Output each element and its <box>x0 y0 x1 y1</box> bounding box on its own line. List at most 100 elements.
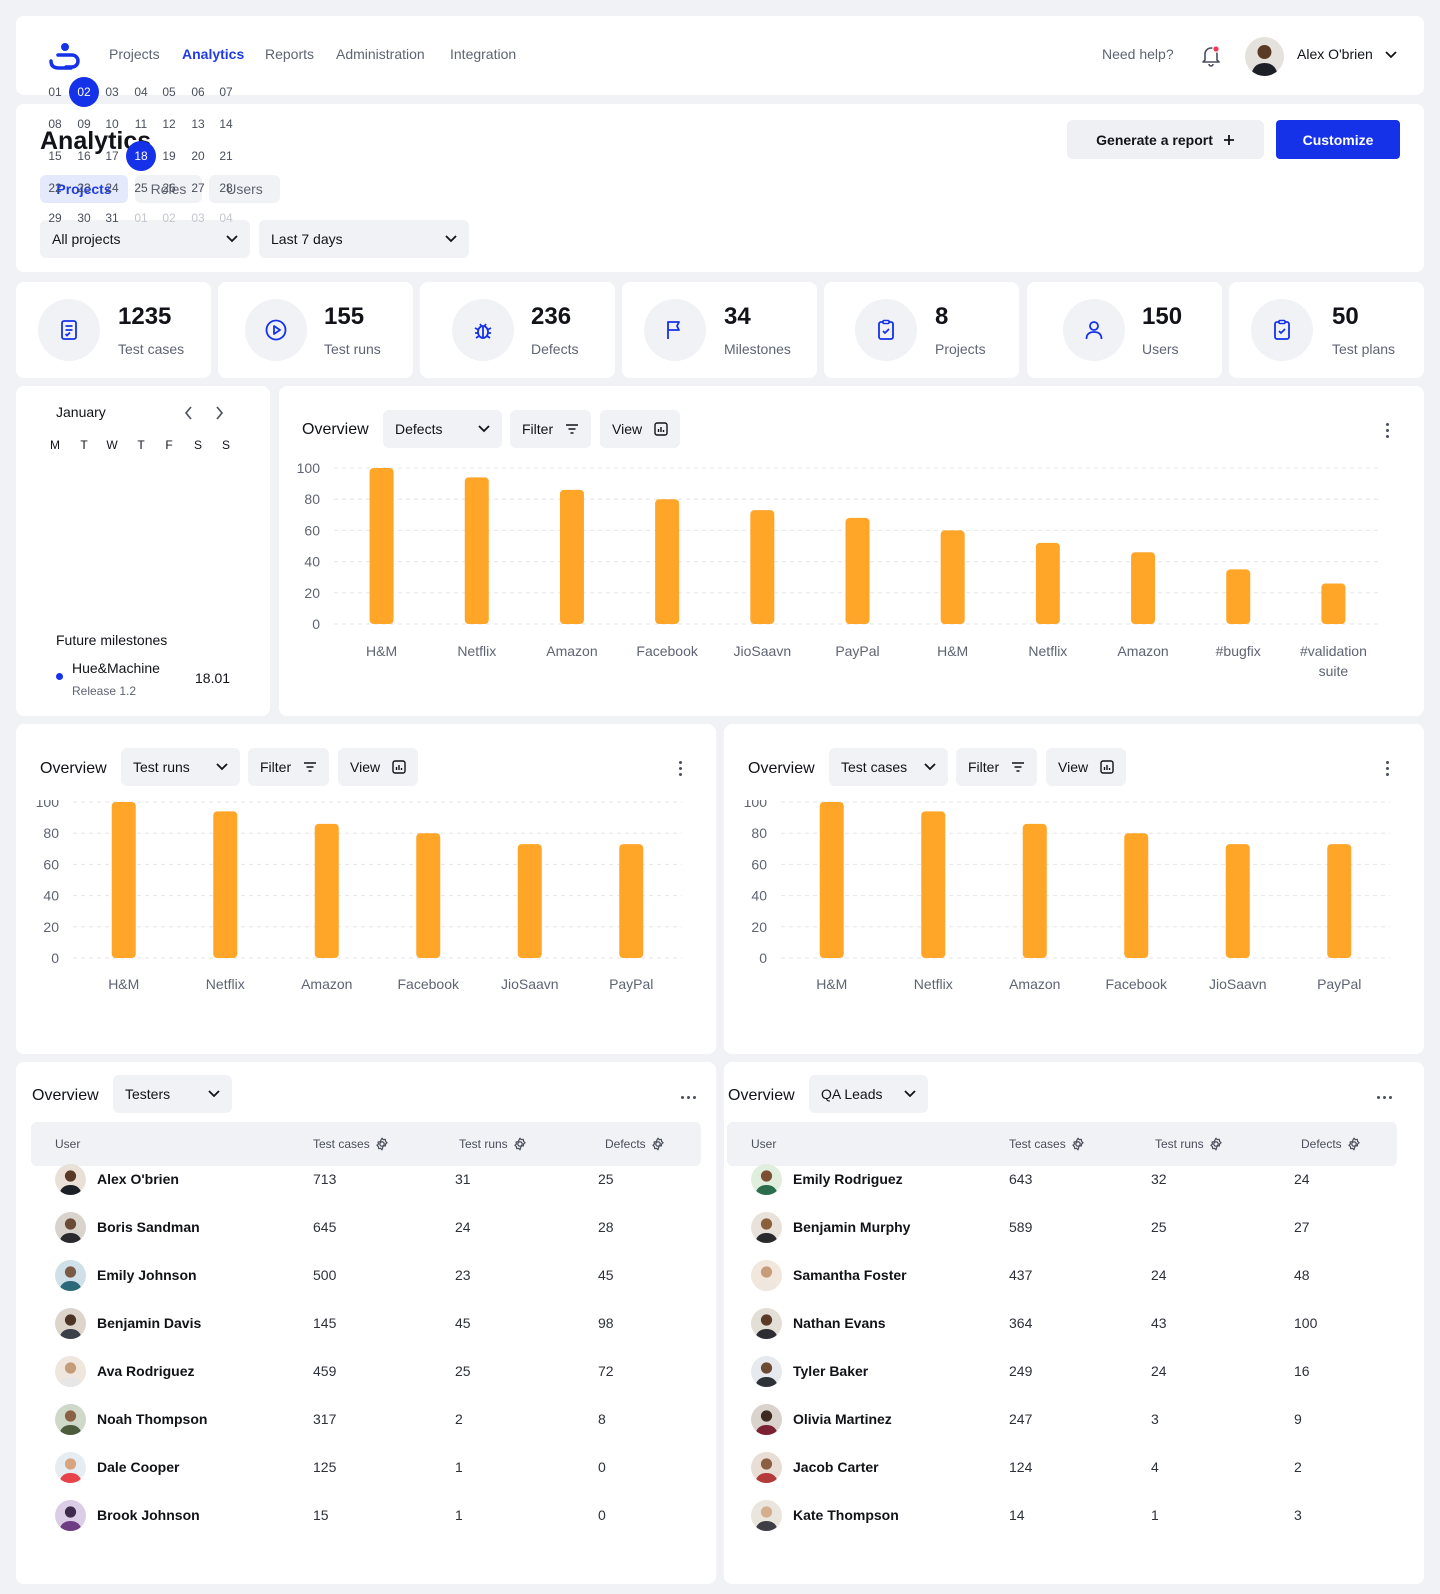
settings-icon[interactable] <box>1071 1137 1085 1151</box>
bar[interactable] <box>416 833 441 958</box>
calendar-day[interactable]: 01 <box>134 211 148 225</box>
more-options-icon[interactable] <box>1379 418 1395 442</box>
bar[interactable] <box>1035 542 1060 624</box>
stat-card-projects[interactable]: 8 Projects <box>824 282 1019 378</box>
calendar-day[interactable]: 08 <box>48 117 62 131</box>
calendar-day[interactable]: 25 <box>134 181 148 195</box>
user-avatar[interactable] <box>1245 37 1284 76</box>
nav-projects[interactable]: Projects <box>109 46 160 62</box>
view-button[interactable]: View <box>1046 748 1126 786</box>
calendar-day[interactable]: 04 <box>134 85 148 99</box>
bell-icon[interactable] <box>1201 45 1221 67</box>
defects-selector[interactable]: Defects <box>383 410 502 448</box>
calendar-day[interactable]: 13 <box>191 117 205 131</box>
calendar-day[interactable]: 19 <box>162 149 176 163</box>
table-row[interactable]: Samantha Foster 437 24 48 <box>751 1252 1397 1299</box>
bar[interactable] <box>619 844 644 958</box>
table-row[interactable]: Alex O'brien 713 31 25 <box>55 1156 701 1203</box>
calendar-day[interactable]: 02 <box>162 211 176 225</box>
calendar-day[interactable]: 02 <box>69 77 99 107</box>
table-row[interactable]: Dale Cooper 125 1 0 <box>55 1444 701 1491</box>
table-row[interactable]: Nathan Evans 364 43 100 <box>751 1300 1397 1347</box>
calendar-day[interactable]: 28 <box>219 181 233 195</box>
bar[interactable] <box>1022 823 1047 958</box>
calendar-day[interactable]: 11 <box>134 117 148 131</box>
stat-card-defects[interactable]: 236 Defects <box>420 282 615 378</box>
bar[interactable] <box>921 811 946 958</box>
calendar-day[interactable]: 17 <box>105 149 119 163</box>
calendar-day[interactable]: 27 <box>191 181 205 195</box>
more-options-icon[interactable] <box>1372 1089 1396 1105</box>
bar[interactable] <box>845 517 870 624</box>
nav-administration[interactable]: Administration <box>336 46 425 62</box>
bar[interactable] <box>369 468 394 624</box>
table-row[interactable]: Emily Rodriguez 643 32 24 <box>751 1156 1397 1203</box>
calendar-day[interactable]: 04 <box>219 211 233 225</box>
qa-leads-selector[interactable]: QA Leads <box>809 1075 928 1113</box>
bar[interactable] <box>1321 583 1346 624</box>
stat-card-test-plans[interactable]: 50 Test plans <box>1229 282 1424 378</box>
calendar-day[interactable]: 16 <box>77 149 91 163</box>
view-button[interactable]: View <box>338 748 418 786</box>
settings-icon[interactable] <box>651 1137 665 1151</box>
column-header[interactable]: Test cases <box>313 1137 389 1151</box>
calendar-day[interactable]: 07 <box>219 85 233 99</box>
bar[interactable] <box>1327 844 1352 958</box>
more-options-icon[interactable] <box>676 1089 700 1105</box>
chevron-down-icon[interactable] <box>1385 51 1397 59</box>
table-row[interactable]: Brook Johnson 15 1 0 <box>55 1492 701 1539</box>
filter-button[interactable]: Filter <box>510 410 591 448</box>
view-button[interactable]: View <box>600 410 680 448</box>
column-header[interactable]: Test cases <box>1009 1137 1085 1151</box>
bar[interactable] <box>655 499 680 624</box>
app-logo-icon[interactable] <box>49 42 83 70</box>
calendar-day[interactable]: 06 <box>191 85 205 99</box>
bar[interactable] <box>819 802 844 958</box>
calendar-day[interactable]: 20 <box>191 149 205 163</box>
table-row[interactable]: Emily Johnson 500 23 45 <box>55 1252 701 1299</box>
more-options-icon[interactable] <box>1379 756 1395 780</box>
calendar-day[interactable]: 30 <box>77 211 91 225</box>
column-header[interactable]: Test runs <box>1155 1137 1223 1151</box>
calendar-day[interactable]: 31 <box>105 211 119 225</box>
bar[interactable] <box>940 530 965 624</box>
calendar-day[interactable]: 23 <box>77 181 91 195</box>
user-name[interactable]: Alex O'brien <box>1297 46 1373 62</box>
calendar-day[interactable]: 14 <box>219 117 233 131</box>
tab-roles[interactable]: Roles <box>135 175 202 203</box>
calendar-day[interactable]: 01 <box>48 85 62 99</box>
chevron-right-icon[interactable] <box>214 406 224 420</box>
filter-button[interactable]: Filter <box>956 748 1037 786</box>
column-header[interactable]: Test runs <box>459 1137 527 1151</box>
bar[interactable] <box>1225 844 1250 958</box>
calendar-day[interactable]: 12 <box>162 117 176 131</box>
need-help-link[interactable]: Need help? <box>1102 46 1174 62</box>
stat-card-users[interactable]: 150 Users <box>1027 282 1222 378</box>
calendar-day[interactable]: 05 <box>162 85 176 99</box>
table-row[interactable]: Olivia Martinez 247 3 9 <box>751 1396 1397 1443</box>
table-row[interactable]: Benjamin Davis 145 45 98 <box>55 1300 701 1347</box>
settings-icon[interactable] <box>1347 1137 1361 1151</box>
settings-icon[interactable] <box>1209 1137 1223 1151</box>
calendar-day[interactable]: 18 <box>126 141 156 171</box>
table-row[interactable]: Noah Thompson 317 2 8 <box>55 1396 701 1443</box>
bar[interactable] <box>464 477 489 624</box>
calendar-day[interactable]: 09 <box>77 117 91 131</box>
bar[interactable] <box>111 802 136 958</box>
settings-icon[interactable] <box>375 1137 389 1151</box>
nav-integration[interactable]: Integration <box>450 46 517 62</box>
stat-card-test-cases[interactable]: 1235 Test cases <box>16 282 211 378</box>
generate-report-button[interactable]: Generate a report <box>1067 120 1264 159</box>
column-header[interactable]: Defects <box>1301 1137 1361 1151</box>
nav-analytics[interactable]: Analytics <box>182 46 245 62</box>
bar[interactable] <box>1124 833 1149 958</box>
calendar-day[interactable]: 24 <box>105 181 119 195</box>
tab-users[interactable]: Users <box>209 175 280 203</box>
test-cases-selector[interactable]: Test cases <box>829 748 948 786</box>
calendar-day[interactable]: 26 <box>162 181 176 195</box>
table-row[interactable]: Benjamin Murphy 589 25 27 <box>751 1204 1397 1251</box>
calendar-day[interactable]: 29 <box>48 211 62 225</box>
column-header[interactable]: Defects <box>605 1137 665 1151</box>
customize-button[interactable]: Customize <box>1276 120 1400 159</box>
projects-select[interactable]: All projects <box>40 220 250 258</box>
